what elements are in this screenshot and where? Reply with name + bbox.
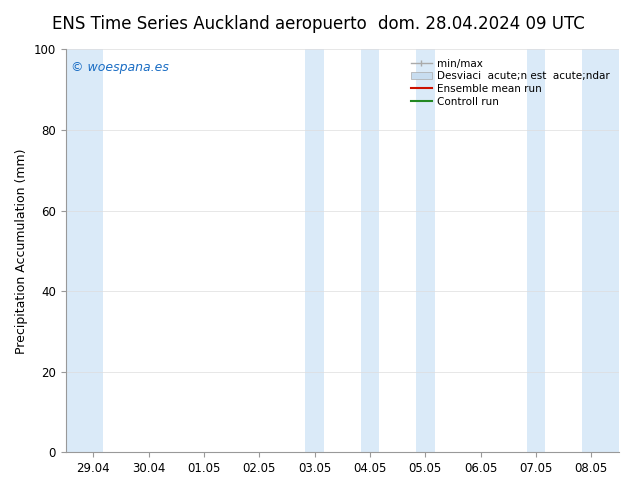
Text: dom. 28.04.2024 09 UTC: dom. 28.04.2024 09 UTC <box>378 15 585 33</box>
Legend: min/max, Desviaci  acute;n est  acute;ndar, Ensemble mean run, Controll run: min/max, Desviaci acute;n est acute;ndar… <box>406 54 614 111</box>
Bar <box>361 49 379 452</box>
Bar <box>416 49 435 452</box>
Text: © woespana.es: © woespana.es <box>71 61 169 74</box>
Bar <box>305 49 324 452</box>
Y-axis label: Precipitation Accumulation (mm): Precipitation Accumulation (mm) <box>15 148 28 354</box>
Bar <box>582 49 619 452</box>
Text: ENS Time Series Auckland aeropuerto: ENS Time Series Auckland aeropuerto <box>52 15 366 33</box>
Bar <box>527 49 545 452</box>
Bar <box>65 49 103 452</box>
